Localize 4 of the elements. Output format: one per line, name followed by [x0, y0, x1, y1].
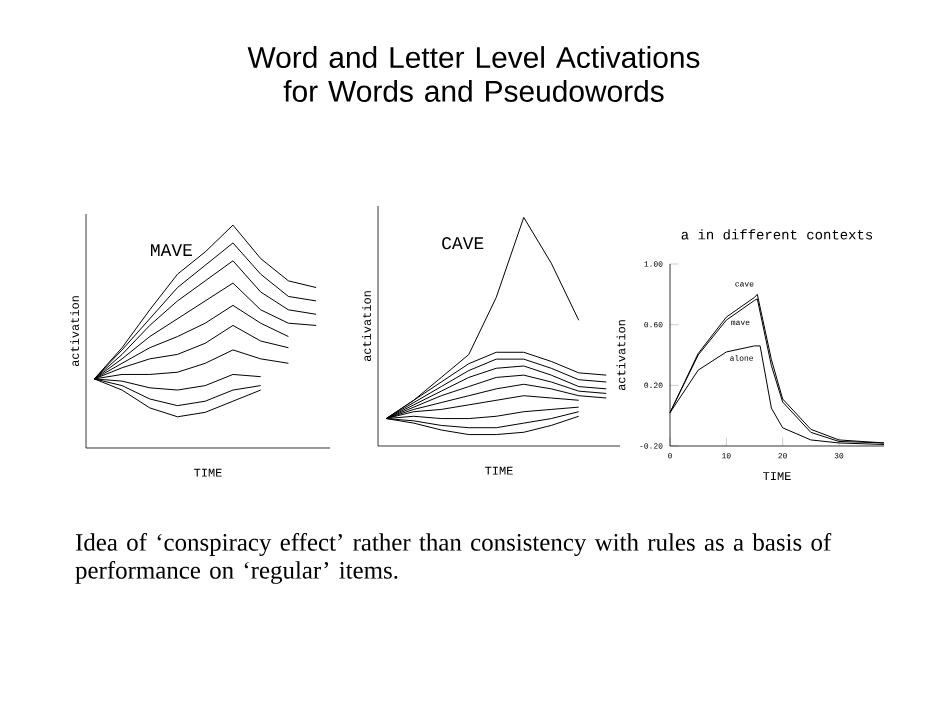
text: Word and Letter Level Activations for Words and Pseudowords: [247, 46, 700, 102]
text: MAVE: [151, 244, 192, 256]
text: Idea of ‘conspiracy effect’ rather than consistency with rules as a basis of performance on ‘regular’ items.: [75, 533, 832, 584]
text: CAVE: [442, 237, 484, 250]
